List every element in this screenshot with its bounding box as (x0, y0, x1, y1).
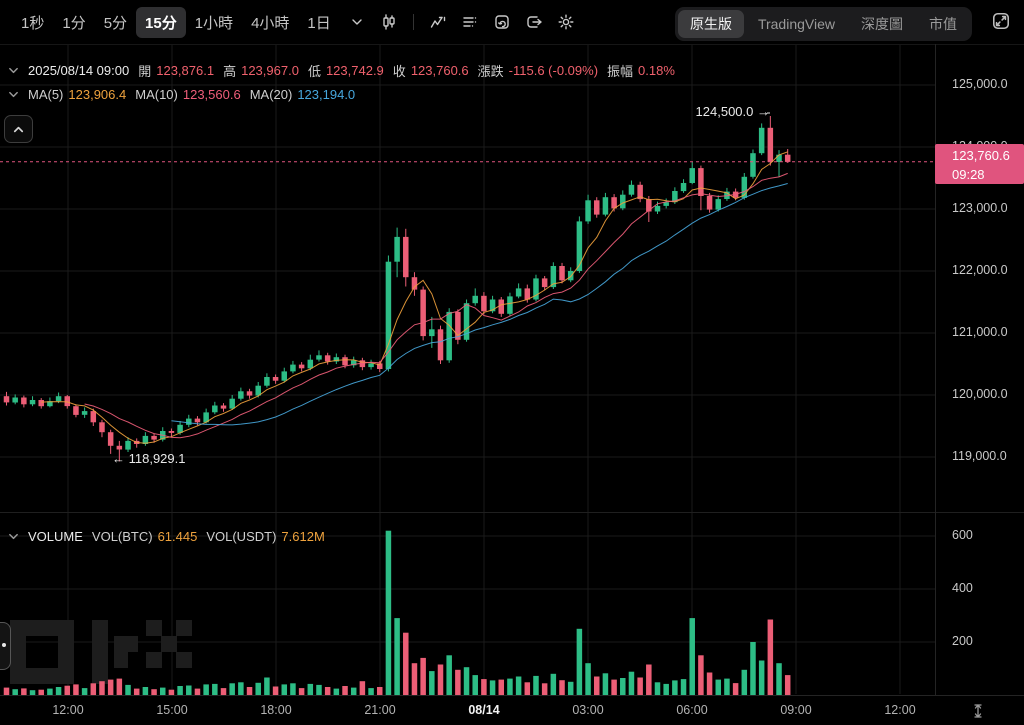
close-value: 123,760.6 (410, 63, 469, 78)
view-mode-tab[interactable]: 原生版 (677, 10, 744, 38)
session-low-annotation: ← 118,929.1 (112, 451, 186, 466)
indicators-button[interactable] (423, 8, 453, 36)
side-panel-handle[interactable] (0, 622, 11, 670)
price-axis-label: 125,000.0 (952, 77, 1008, 91)
fullscreen-button[interactable] (991, 11, 1011, 36)
high-label: 高 (223, 64, 237, 79)
ma5-value: 123,906.4 (68, 87, 127, 102)
view-mode-tab[interactable]: 市值 (929, 16, 957, 32)
amplitude-label: 振幅 (607, 64, 634, 79)
replay-button[interactable] (487, 8, 517, 36)
pane-divider[interactable] (0, 512, 1024, 513)
timeframe-button[interactable]: 5分 (103, 14, 128, 32)
collapse-toolbar-button[interactable] (4, 115, 33, 143)
close-label: 收 (392, 64, 406, 79)
collapse-ohlc-button[interactable] (8, 65, 19, 76)
display-settings-button[interactable] (455, 8, 485, 36)
price-axis-label: 119,000.0 (952, 449, 1007, 463)
time-axis-label: 09:00 (780, 703, 812, 717)
timeframe-group: 1秒 1分 5分 15分 1小時 4小時 1日 (12, 6, 340, 38)
view-mode-tab[interactable]: TradingView (757, 16, 835, 32)
low-value: 123,742.9 (325, 63, 384, 78)
timeframe-button[interactable]: 1秒 (21, 14, 45, 32)
ma20-label: MA(20) (249, 87, 293, 102)
time-axis-label: 18:00 (260, 703, 292, 717)
price-axis-label: 122,000.0 (952, 263, 1008, 277)
price-axis-label: 120,000.0 (952, 387, 1008, 401)
amplitude-value: 0.18% (638, 63, 675, 78)
toolbar-separator (412, 14, 414, 30)
timeframe-dropdown-button[interactable] (342, 8, 372, 36)
view-mode-tabs: 原生版 TradingView 深度圖 市值 (674, 7, 972, 41)
open-label: 開 (138, 64, 152, 79)
settings-gear-icon (558, 14, 574, 30)
change-value: -115.6 (-0.09%) (508, 63, 599, 78)
collapse-ma-button[interactable] (8, 89, 19, 100)
time-axis-label: 15:00 (156, 703, 188, 717)
candle-datetime: 2025/08/14 09:00 (28, 63, 130, 78)
view-mode-tab[interactable]: 深度圖 (861, 16, 903, 32)
volume-info-row: VOLUME VOL(BTC) 61.445 VOL(USDT) 7.612M (8, 529, 325, 544)
timeframe-button[interactable]: 15分 (136, 6, 186, 38)
time-axis-label: 08/14 (468, 703, 500, 717)
change-label: 漲跌 (477, 64, 504, 79)
share-button[interactable] (519, 8, 549, 36)
current-price-badge[interactable]: 123,760.6 09:28 (935, 144, 1024, 184)
low-label: 低 (307, 64, 321, 79)
timeframe-button[interactable]: 1小時 (194, 14, 234, 32)
ma10-label: MA(10) (135, 87, 178, 102)
time-axis-separator (0, 695, 1024, 696)
time-axis-label: 06:00 (676, 703, 708, 717)
volume-title: VOLUME (28, 529, 83, 544)
volume-axis-label: 400 (952, 581, 973, 595)
indicators-icon (430, 16, 445, 28)
price-scale-adjust-button[interactable] (968, 701, 988, 725)
price-axis-label: 121,000.0 (952, 325, 1008, 339)
display-settings-icon (463, 17, 476, 27)
handle-dot-icon (2, 643, 6, 647)
open-value: 123,876.1 (156, 63, 215, 78)
current-time: 09:28 (952, 166, 985, 182)
vol-usdt-value: 7.612M (281, 529, 325, 544)
expand-icon (993, 12, 1009, 29)
time-axis-label: 03:00 (572, 703, 604, 717)
time-axis-label: 12:00 (884, 703, 916, 717)
ma10-value: 123,560.6 (182, 87, 241, 102)
time-axis-label: 12:00 (52, 703, 84, 717)
vol-btc-value: 61.445 (157, 529, 198, 544)
timeframe-button[interactable]: 1分 (62, 14, 86, 32)
ma5-label: MA(5) (28, 87, 64, 102)
share-icon (527, 16, 542, 28)
volume-axis-label: 600 (952, 528, 973, 542)
candlestick-style-button[interactable] (374, 8, 404, 36)
session-high-annotation: 124,500.0 → (695, 104, 770, 119)
replay-icon (495, 15, 509, 29)
chart-settings-button[interactable] (551, 8, 581, 36)
ma-info-row: MA(5) 123,906.4 MA(10) 123,560.6 MA(20) 123… (8, 87, 355, 102)
vol-usdt-label: VOL(USDT) (206, 529, 277, 544)
collapse-volume-button[interactable] (8, 531, 19, 542)
volume-axis-label: 200 (952, 634, 973, 648)
ohlc-info-row: 2025/08/14 09:00 開 123,876.1 高 123,967.0 低… (8, 61, 675, 80)
chevron-down-icon (352, 19, 362, 25)
chevron-up-icon (13, 126, 24, 132)
time-axis-label: 21:00 (364, 703, 396, 717)
toolbar: 1秒 1分 5分 15分 1小時 4小時 1日 (0, 0, 1024, 45)
timeframe-button[interactable]: 4小時 (251, 14, 290, 32)
vol-btc-label: VOL(BTC) (91, 529, 153, 544)
price-axis-separator (935, 44, 936, 695)
scale-adjust-icon (974, 704, 982, 718)
candlestick-style-icon (383, 14, 395, 30)
current-price: 123,760.6 (952, 148, 1010, 163)
high-value: 123,967.0 (241, 63, 299, 78)
ma20-value: 123,194.0 (297, 87, 356, 102)
price-axis-label: 123,000.0 (952, 201, 1008, 215)
timeframe-button[interactable]: 1日 (307, 14, 331, 32)
